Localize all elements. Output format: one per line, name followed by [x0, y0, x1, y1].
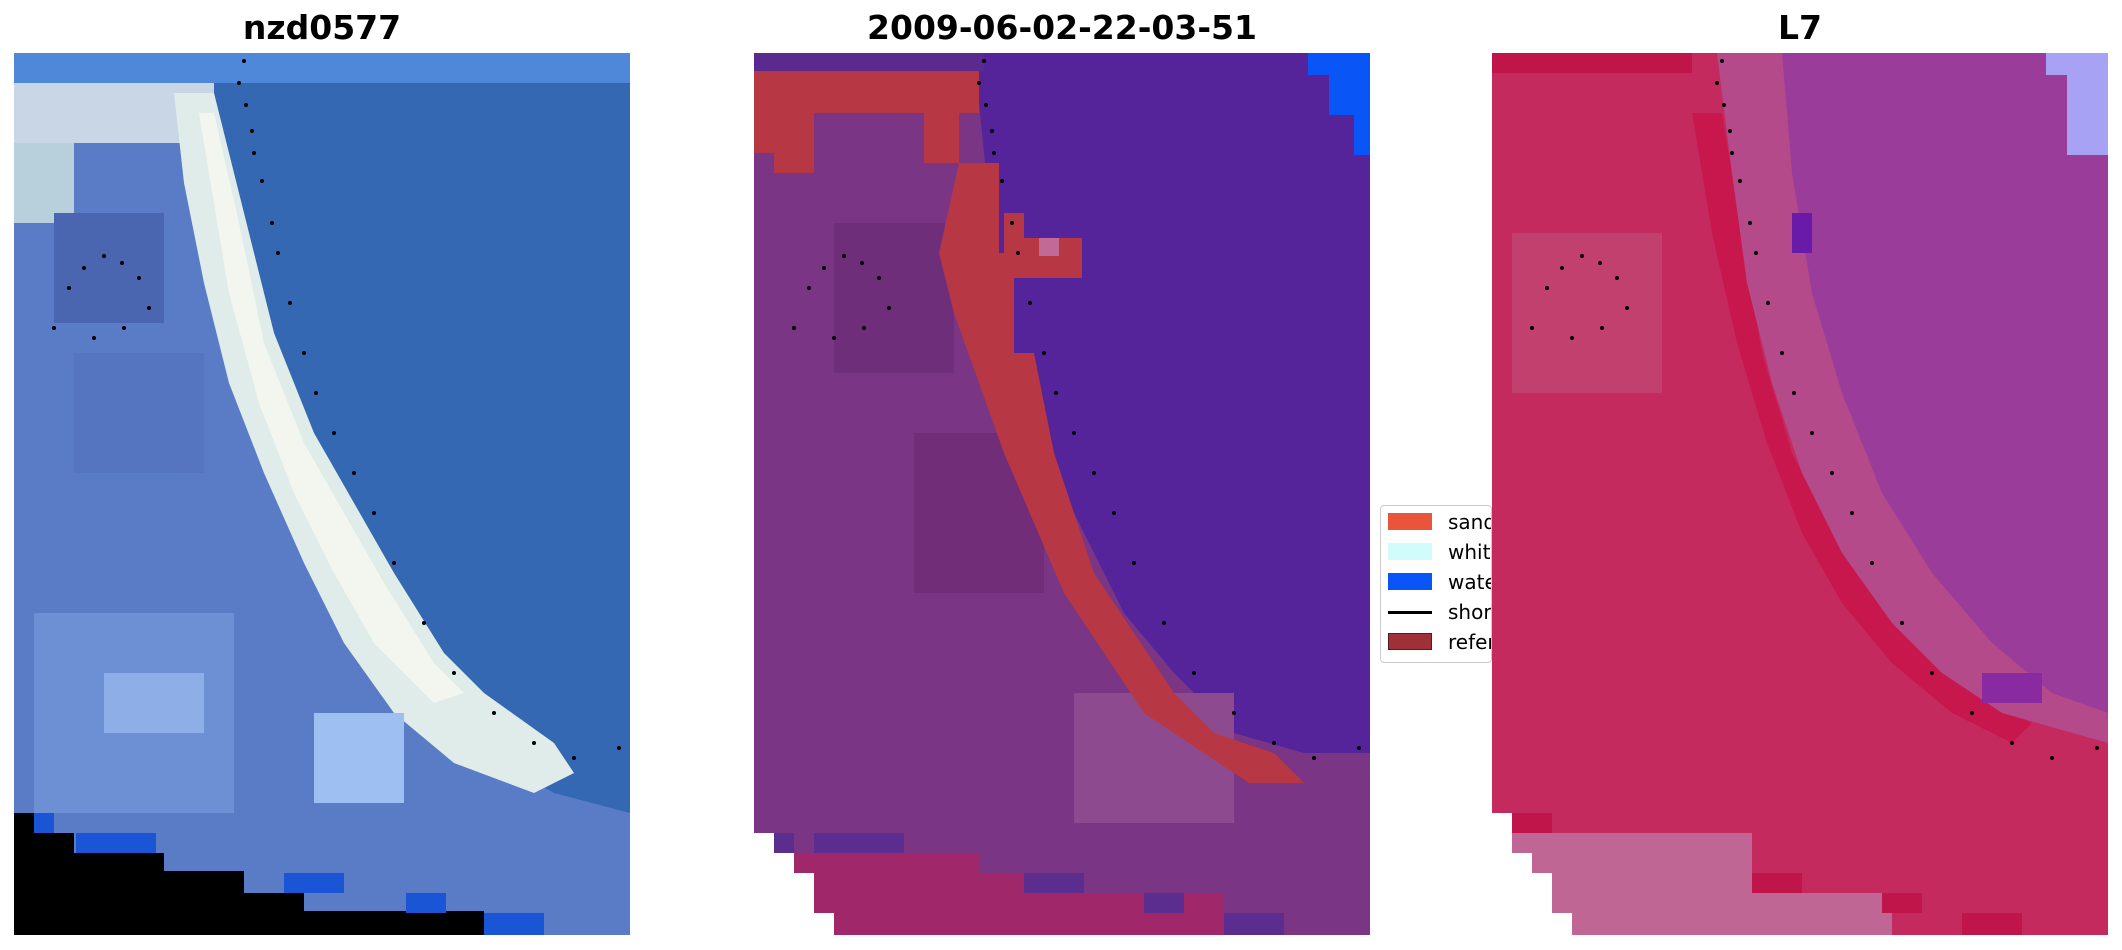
legend-swatch-white	[1388, 543, 1432, 560]
panel-title-index: L7	[1778, 8, 1822, 47]
rgb-image	[14, 53, 630, 935]
shoreline-dots	[52, 59, 621, 760]
legend-swatch-sand	[1388, 513, 1432, 530]
panel-title-classified: 2009-06-02-22-03-51	[867, 8, 1257, 47]
index-image	[1492, 53, 2108, 935]
legend-item-water: wate	[1388, 570, 1492, 594]
legend-swatch-reference	[1388, 633, 1432, 650]
legend-item-white: whit	[1388, 540, 1491, 564]
legend-line-shoreline	[1388, 611, 1432, 614]
legend-label-reference: refer	[1448, 630, 1492, 654]
rgb-image-panel	[14, 53, 630, 935]
index-image-panel	[1492, 53, 2108, 935]
shoreline-dots	[792, 59, 1361, 760]
legend: sand whit wate shore refer	[1380, 505, 1492, 663]
legend-label-white: whit	[1448, 540, 1491, 564]
panel-title-rgb: nzd0577	[242, 8, 402, 47]
classified-image-panel	[754, 53, 1370, 935]
legend-item-sand: sand	[1388, 510, 1492, 534]
shoreline-dots	[1530, 59, 2099, 760]
classified-image	[754, 53, 1370, 935]
legend-swatch-water	[1388, 573, 1432, 590]
legend-item-shoreline: shore	[1388, 600, 1492, 624]
legend-label-sand: sand	[1448, 510, 1492, 534]
legend-label-water: wate	[1448, 570, 1492, 594]
legend-label-shoreline: shore	[1448, 600, 1492, 624]
legend-item-reference: refer	[1388, 630, 1492, 654]
